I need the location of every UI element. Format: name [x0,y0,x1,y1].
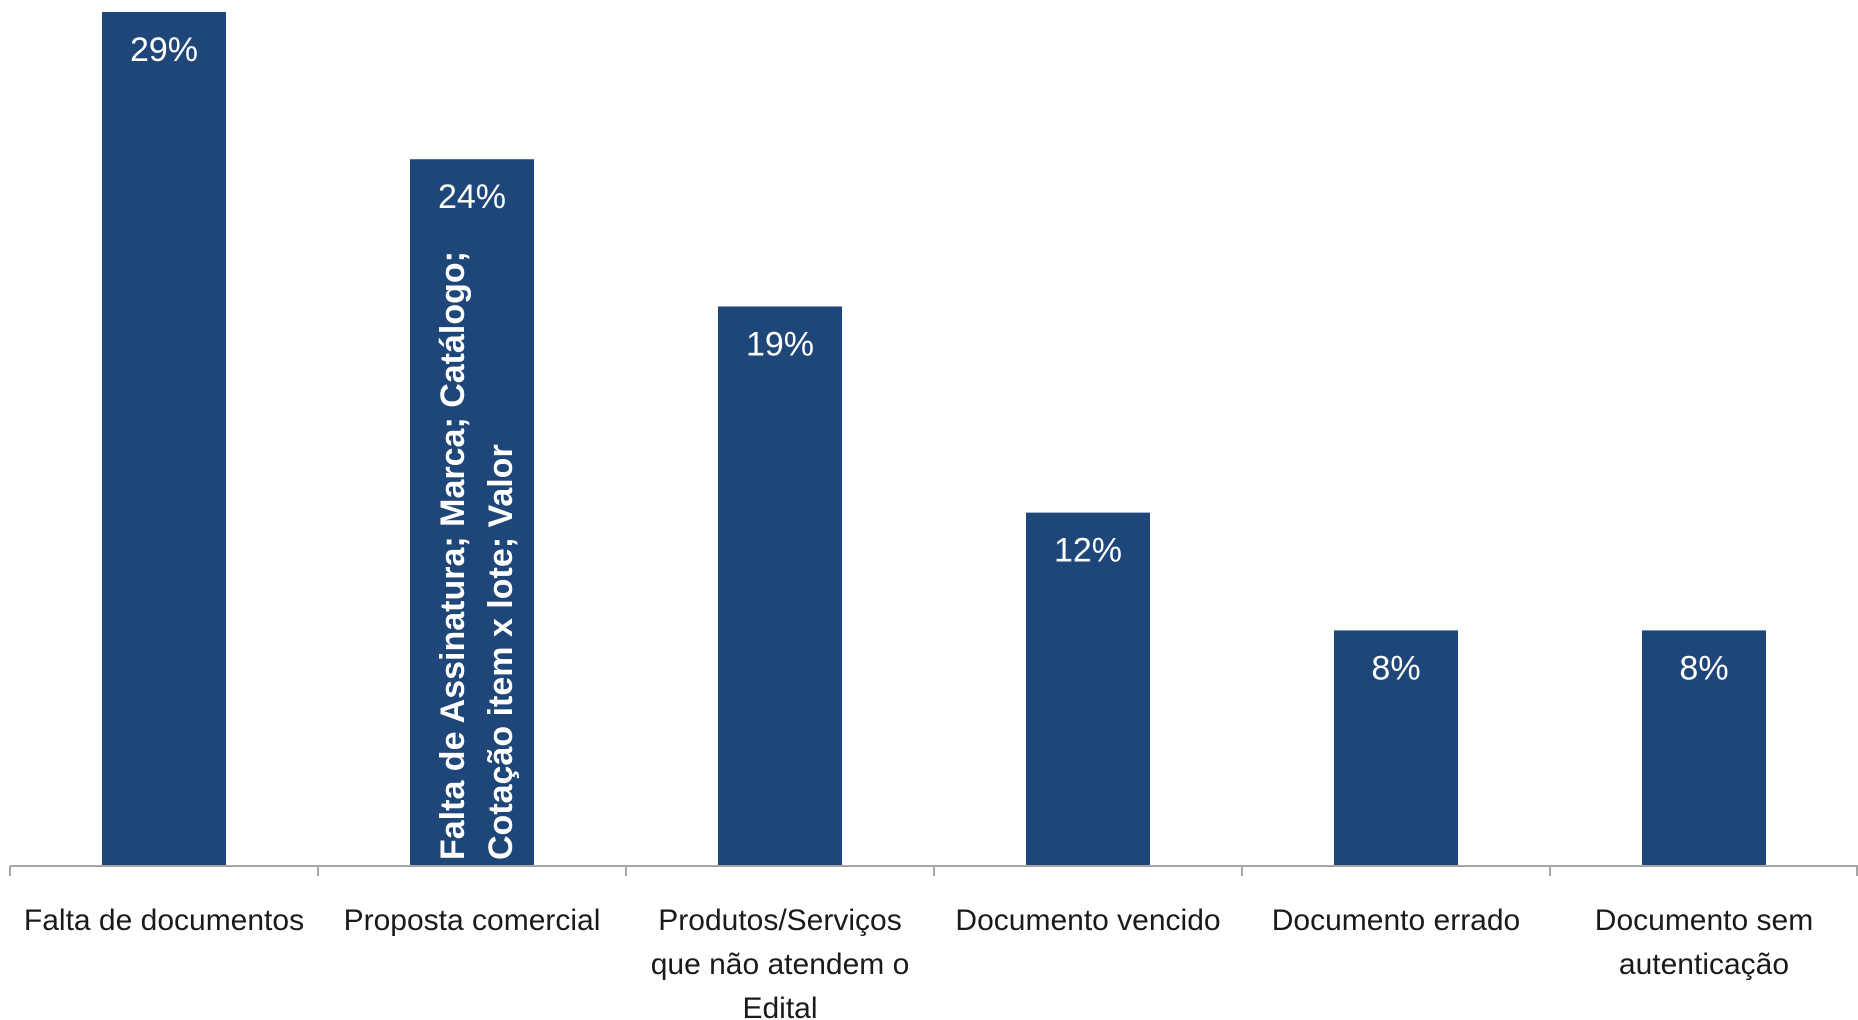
category-label-line: autenticação [1619,948,1789,981]
value-labels-group: 29% 24% 19% 12% 8% 8% [130,31,1729,687]
category-label: Produtos/Serviços que não atendem o Edital [651,904,910,1020]
bar [1642,630,1766,866]
category-label: Documento errado [1272,904,1520,937]
category-labels-group: Falta de documentos Proposta comercial Pro… [24,904,1813,1020]
bar-value-label: 29% [130,31,198,69]
bar-annotation: Falta de Assinatura; Marca; Catálogo; Cot… [434,251,520,860]
bar-annotation-line: Cotação item x lote; Valor [482,444,520,860]
annotation-group: Falta de Assinatura; Marca; Catálogo; Cot… [434,251,520,860]
category-label: Documento vencido [955,904,1220,937]
bar-value-label: 12% [1054,532,1122,570]
category-label-line: Proposta comercial [344,904,601,937]
bars-group [102,12,1766,866]
category-label-line: que não atendem o [651,948,910,981]
category-label-line: Documento sem [1595,904,1813,937]
category-label: Proposta comercial [344,904,601,937]
category-label-line: Produtos/Serviços [658,904,901,937]
category-label-line: Falta de documentos [24,904,304,937]
category-label: Documento sem autenticação [1595,904,1813,981]
bar [1026,512,1150,866]
bar [1334,630,1458,866]
category-label: Falta de documentos [24,904,304,937]
x-axis-ticks [9,866,1858,876]
bar [410,159,534,866]
bar [102,12,226,866]
category-label-line: Documento errado [1272,904,1520,937]
category-label-line: Edital [742,992,817,1020]
bar [718,306,842,866]
bar-value-label: 8% [1679,649,1728,687]
bar-annotation-line: Falta de Assinatura; Marca; Catálogo; [434,251,472,860]
bar-value-label: 24% [438,178,506,216]
bar-value-label: 19% [746,325,814,363]
bar-value-label: 8% [1371,649,1420,687]
category-label-line: Documento vencido [955,904,1220,937]
